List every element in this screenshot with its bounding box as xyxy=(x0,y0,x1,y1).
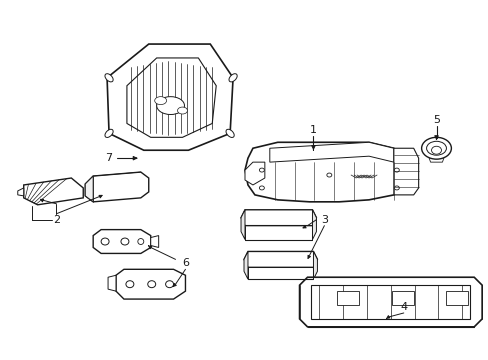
Ellipse shape xyxy=(105,74,113,82)
Polygon shape xyxy=(244,251,317,267)
Ellipse shape xyxy=(147,281,155,288)
Ellipse shape xyxy=(121,238,129,245)
Polygon shape xyxy=(313,251,317,279)
Ellipse shape xyxy=(421,137,450,159)
Polygon shape xyxy=(269,142,393,162)
Polygon shape xyxy=(244,251,247,279)
Bar xyxy=(446,291,468,305)
Ellipse shape xyxy=(154,96,166,105)
Ellipse shape xyxy=(165,281,173,288)
Polygon shape xyxy=(107,44,233,150)
Text: 3: 3 xyxy=(320,215,327,225)
Polygon shape xyxy=(85,176,93,202)
Polygon shape xyxy=(116,269,185,299)
Bar xyxy=(391,291,413,305)
Text: 2: 2 xyxy=(53,215,60,225)
Ellipse shape xyxy=(101,238,109,245)
Ellipse shape xyxy=(126,281,134,288)
Text: 7: 7 xyxy=(105,153,112,163)
Ellipse shape xyxy=(225,129,234,138)
Polygon shape xyxy=(244,142,406,202)
Polygon shape xyxy=(108,275,116,291)
Text: 4: 4 xyxy=(399,302,407,312)
Ellipse shape xyxy=(259,186,264,190)
Polygon shape xyxy=(85,172,148,202)
Ellipse shape xyxy=(393,186,399,190)
Text: 1: 1 xyxy=(309,125,316,135)
Polygon shape xyxy=(241,210,244,239)
Polygon shape xyxy=(93,230,150,253)
Ellipse shape xyxy=(105,129,113,138)
Ellipse shape xyxy=(138,239,143,244)
Polygon shape xyxy=(18,188,24,196)
Polygon shape xyxy=(244,162,264,185)
Polygon shape xyxy=(393,148,418,195)
Ellipse shape xyxy=(177,107,187,114)
Ellipse shape xyxy=(259,168,264,172)
Polygon shape xyxy=(311,285,469,319)
Polygon shape xyxy=(241,210,316,226)
Ellipse shape xyxy=(156,96,184,114)
Polygon shape xyxy=(150,235,158,247)
Ellipse shape xyxy=(228,74,237,82)
Ellipse shape xyxy=(426,141,446,155)
Polygon shape xyxy=(299,277,481,327)
Ellipse shape xyxy=(326,173,331,177)
Polygon shape xyxy=(427,156,444,162)
Polygon shape xyxy=(24,178,83,205)
Polygon shape xyxy=(127,58,216,137)
Polygon shape xyxy=(312,210,316,239)
Bar xyxy=(337,291,358,305)
Text: 6: 6 xyxy=(182,258,188,268)
Ellipse shape xyxy=(393,168,399,172)
Ellipse shape xyxy=(431,146,441,154)
Text: 5: 5 xyxy=(432,116,439,126)
